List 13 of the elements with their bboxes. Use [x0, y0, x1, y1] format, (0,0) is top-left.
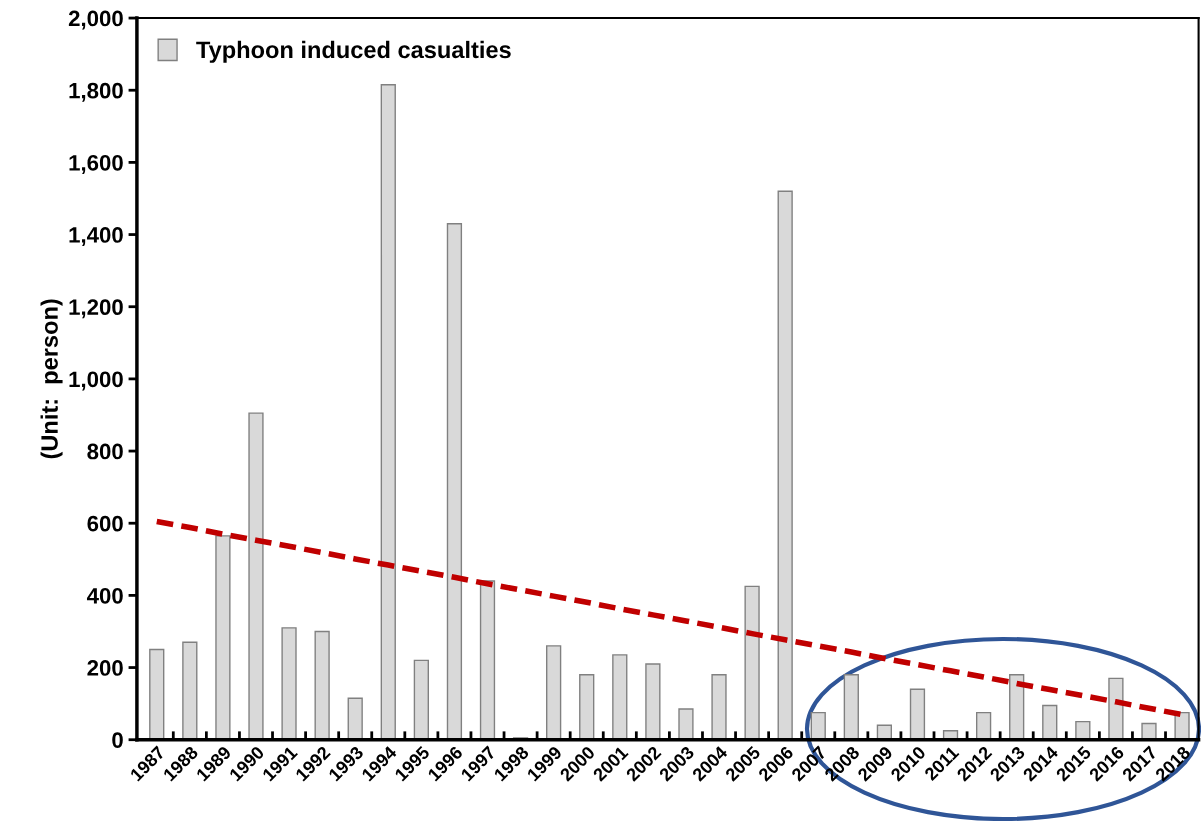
y-tick-label: 1,200 [69, 299, 123, 319]
y-tick-label: 0 [112, 732, 123, 748]
y-tick-label: 1,400 [69, 227, 123, 247]
y-tick-label: 1,000 [69, 371, 123, 391]
y-tick-label: 600 [87, 515, 123, 532]
y-tick-label: 400 [86, 587, 123, 604]
y-tick-label: 800 [87, 443, 123, 460]
y-tick-label: 1,800 [69, 82, 123, 102]
legend-label: Typhoon induced casualties [196, 40, 511, 63]
y-axis-title: (Unit: person) [40, 299, 63, 459]
y-tick-label: 200 [87, 660, 123, 676]
y-tick-label: 2,000 [68, 10, 123, 30]
y-tick-label: 1,600 [69, 154, 123, 174]
